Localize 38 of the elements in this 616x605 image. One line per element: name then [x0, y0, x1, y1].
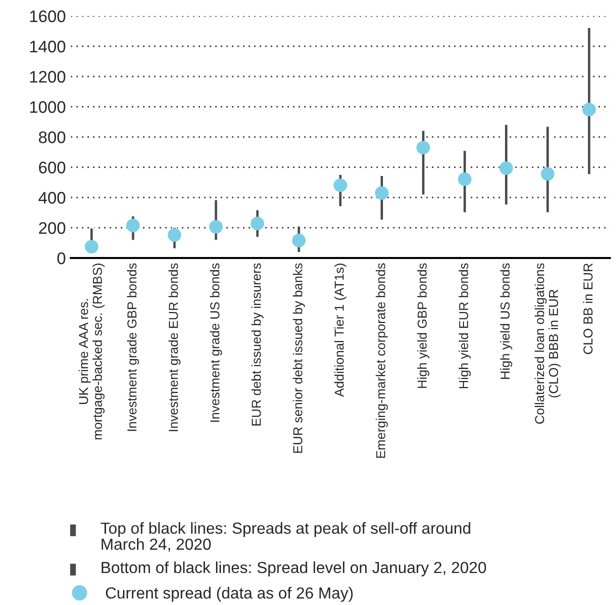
point: [84, 240, 98, 254]
x-tick-label: Investment grade GBP bonds: [127, 263, 140, 431]
x-tick-label: EUR debt issued by insurers: [251, 263, 264, 426]
point: [540, 167, 554, 181]
x-tick-label: UK prime AAA res. mortgage-backed sec. (RMBS): [78, 264, 105, 440]
point: [168, 228, 182, 242]
y-tick-label: 1200: [30, 70, 66, 83]
x-tick-label: Collaterized loan obligations (CLO) BBB in EUR: [534, 263, 561, 424]
point: [334, 178, 348, 192]
point: [375, 186, 389, 200]
y-tick-label: 1600: [30, 10, 66, 22]
point: [292, 234, 306, 248]
x-tick-label: CLO BB in EUR: [583, 263, 593, 354]
y-tick-label: 200: [39, 222, 66, 234]
point: [582, 102, 596, 116]
point: [458, 172, 472, 186]
point: [499, 161, 513, 175]
point: [416, 140, 430, 154]
x-tick-label: Investment grade EUR bonds: [168, 263, 181, 432]
legend-label: Current spread (data as of 26 May): [106, 586, 353, 602]
y-tick-label: 1400: [30, 40, 66, 52]
x-tick-label: High yield GBP bonds: [417, 263, 430, 388]
y-tick-label: 400: [38, 192, 66, 204]
x-tick-label: EUR senior debt issued by banks: [292, 263, 305, 453]
y-tick-label: 800: [38, 131, 66, 144]
x-tick-label: Investment grade US bonds: [210, 263, 222, 422]
x-tick-label: Additional Tier 1 (AT1s): [334, 264, 346, 397]
x-tick-label: High yield US bonds: [500, 263, 512, 379]
y-tick-label: 600: [39, 162, 66, 174]
x-tick-label: High yield EUR bonds: [458, 263, 471, 388]
point: [126, 218, 140, 232]
text: Bottom of black lines: Spread level on January 2, 2020: [102, 561, 486, 576]
y-tick-label: 0: [57, 252, 66, 264]
x-tick-label: Emerging-market corporate bonds: [376, 263, 388, 458]
text: Top of black lines: Spreads at peak of sell-off around March 24, 2020: [100, 522, 470, 552]
y-tick-label: 1000: [30, 101, 66, 113]
point: [209, 220, 223, 234]
point: [250, 216, 264, 230]
